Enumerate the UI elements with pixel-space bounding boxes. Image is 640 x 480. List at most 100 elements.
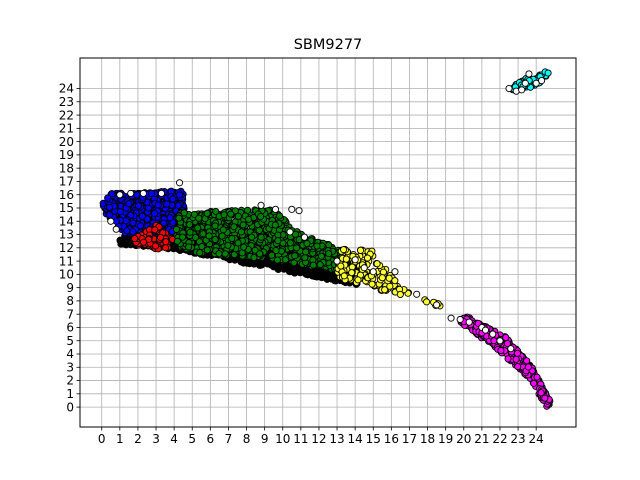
data-point-magenta (514, 363, 522, 371)
data-point-black (238, 258, 246, 266)
data-point-blue (123, 227, 131, 235)
y-tick-label: 5 (66, 334, 74, 348)
data-point-yellow (378, 274, 386, 282)
y-tick-label: 24 (59, 82, 74, 96)
data-point-unassigned (433, 301, 441, 309)
y-tick-label: 4 (66, 347, 74, 361)
x-tick-label: 17 (402, 432, 417, 446)
data-point-green (178, 233, 187, 241)
data-point-magenta (541, 394, 549, 402)
x-tick-label: 2 (134, 432, 142, 446)
y-tick-label: 12 (59, 241, 74, 255)
data-point-green (313, 242, 321, 250)
data-point-magenta (537, 389, 545, 397)
data-point-magenta (512, 355, 520, 363)
data-point-blue (104, 194, 112, 202)
data-point-unassigned (489, 330, 497, 338)
data-point-black (275, 263, 283, 271)
data-point-blue (145, 204, 153, 212)
data-point-green (173, 237, 181, 245)
x-tick-label: 22 (492, 432, 507, 446)
data-point-yellow (385, 274, 393, 282)
x-tick-label: 3 (152, 432, 160, 446)
data-point-green (256, 250, 264, 258)
data-point-green (196, 249, 204, 257)
data-point-green (273, 256, 282, 264)
y-tick-label: 11 (59, 254, 74, 268)
data-point-green (238, 249, 246, 257)
x-tick-label: 0 (98, 432, 106, 446)
data-point-green (234, 212, 242, 220)
data-point-green (185, 243, 193, 251)
data-point-blue (106, 203, 114, 211)
data-point-unassigned (481, 326, 490, 334)
data-point-magenta (497, 346, 505, 355)
data-point-green (271, 221, 279, 229)
x-tick-label: 9 (261, 432, 269, 446)
x-tick-label: 7 (225, 432, 233, 446)
data-point-unassigned (157, 189, 166, 197)
data-point-green (190, 210, 198, 218)
data-point-green (274, 237, 282, 245)
data-point-green (186, 228, 194, 236)
data-point-green (220, 211, 228, 219)
data-point-unassigned (360, 264, 368, 272)
data-point-yellow (340, 246, 348, 254)
data-point-green (219, 226, 227, 234)
data-point-blue (147, 189, 156, 197)
data-point-green (272, 246, 280, 255)
data-point-black (296, 269, 304, 277)
data-point-green (316, 261, 324, 269)
data-point-black (256, 261, 264, 269)
x-tick-label: 6 (207, 432, 215, 446)
data-point-blue (108, 190, 116, 198)
data-point-yellow (396, 290, 404, 298)
data-point-green (180, 209, 188, 217)
data-point-cyan (544, 69, 552, 77)
x-tick-label: 20 (456, 432, 471, 446)
data-point-magenta (524, 363, 532, 371)
x-tick-label: 16 (384, 432, 399, 446)
data-point-unassigned (112, 225, 120, 233)
data-point-unassigned (127, 189, 135, 197)
data-point-blue (116, 208, 124, 216)
data-point-green (240, 243, 248, 251)
x-tick-label: 10 (275, 432, 290, 446)
y-tick-label: 3 (66, 360, 74, 374)
data-point-green (234, 239, 242, 247)
data-point-green (195, 214, 203, 222)
data-point-blue (175, 191, 183, 199)
data-point-unassigned (538, 77, 546, 85)
y-tick-label: 17 (59, 175, 74, 189)
x-tick-label: 21 (474, 432, 489, 446)
data-point-unassigned (116, 191, 124, 199)
data-point-unassigned (496, 337, 504, 345)
data-point-green (199, 230, 207, 238)
data-point-unassigned (288, 205, 296, 213)
y-tick-label: 21 (59, 122, 74, 136)
data-point-green (224, 241, 232, 249)
data-point-green (255, 226, 263, 234)
data-point-unassigned (456, 315, 464, 324)
data-point-yellow (342, 255, 350, 263)
data-point-unassigned (176, 179, 184, 187)
data-point-green (194, 224, 202, 232)
x-tick-label: 15 (366, 432, 381, 446)
y-tick-label: 16 (59, 188, 74, 202)
data-point-magenta (490, 337, 498, 345)
data-point-blue (122, 217, 130, 225)
x-tick-label: 23 (510, 432, 525, 446)
y-tick-label: 22 (59, 108, 74, 122)
x-tick-label: 24 (529, 432, 544, 446)
data-point-green (317, 252, 325, 260)
data-point-green (198, 242, 206, 251)
data-point-green (221, 250, 229, 258)
data-point-blue (129, 219, 137, 227)
data-point-blue (150, 209, 159, 217)
data-point-blue (125, 200, 133, 208)
data-point-yellow (340, 272, 348, 280)
data-point-yellow (368, 280, 376, 288)
data-point-green (205, 232, 213, 240)
data-point-green (230, 223, 238, 231)
